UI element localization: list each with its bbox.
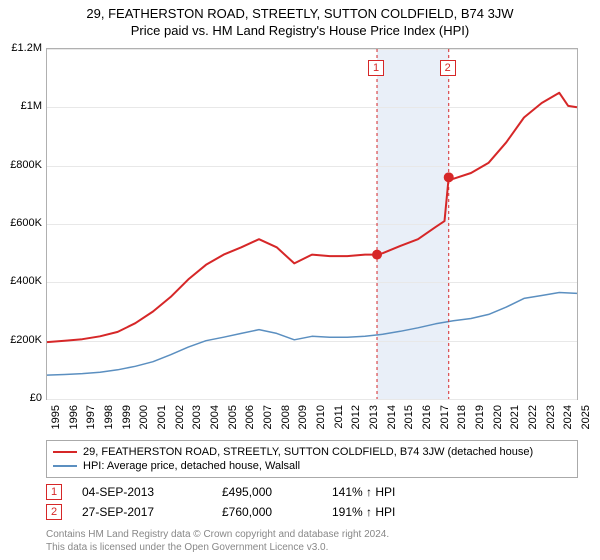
xtick-label: 2000 bbox=[138, 405, 150, 429]
legend-row: HPI: Average price, detached house, Wals… bbox=[53, 459, 571, 473]
legend-swatch-series1 bbox=[53, 451, 77, 453]
xtick-label: 2011 bbox=[333, 405, 345, 429]
xtick-label: 1999 bbox=[121, 405, 133, 429]
xtick-label: 2020 bbox=[492, 405, 504, 429]
xtick-label: 2018 bbox=[456, 405, 468, 429]
footer: Contains HM Land Registry data © Crown c… bbox=[46, 528, 389, 554]
ytick-label: £800K bbox=[10, 159, 42, 171]
sale-price: £760,000 bbox=[222, 505, 312, 519]
xtick-label: 2019 bbox=[474, 405, 486, 429]
xtick-label: 1995 bbox=[50, 405, 62, 429]
xtick-label: 2003 bbox=[191, 405, 203, 429]
footer-line: This data is licensed under the Open Gov… bbox=[46, 541, 389, 554]
sale-marker-icon: 2 bbox=[440, 60, 456, 76]
ytick-label: £1.2M bbox=[11, 42, 42, 54]
sale-row: 1 04-SEP-2013 £495,000 141% ↑ HPI bbox=[46, 482, 578, 502]
ytick-label: £200K bbox=[10, 334, 42, 346]
chart-title: 29, FEATHERSTON ROAD, STREETLY, SUTTON C… bbox=[0, 0, 600, 21]
sale-date: 27-SEP-2017 bbox=[82, 505, 202, 519]
ytick-label: £1M bbox=[21, 100, 42, 112]
sale-hpi: 141% ↑ HPI bbox=[332, 485, 395, 499]
ytick-label: £400K bbox=[10, 275, 42, 287]
sale-marker-icon: 1 bbox=[368, 60, 384, 76]
xtick-label: 2006 bbox=[244, 405, 256, 429]
chart-wrapper: 29, FEATHERSTON ROAD, STREETLY, SUTTON C… bbox=[0, 0, 600, 560]
sale-hpi: 191% ↑ HPI bbox=[332, 505, 395, 519]
sale-marker-icon: 1 bbox=[46, 484, 62, 500]
xtick-label: 2001 bbox=[156, 405, 168, 429]
xtick-label: 1998 bbox=[103, 405, 115, 429]
ytick-label: £0 bbox=[30, 392, 42, 404]
xtick-label: 2012 bbox=[350, 405, 362, 429]
sale-date: 04-SEP-2013 bbox=[82, 485, 202, 499]
xtick-label: 2016 bbox=[421, 405, 433, 429]
ytick-label: £600K bbox=[10, 217, 42, 229]
xtick-label: 2007 bbox=[262, 405, 274, 429]
xtick-label: 2022 bbox=[527, 405, 539, 429]
sales-table: 1 04-SEP-2013 £495,000 141% ↑ HPI 2 27-S… bbox=[46, 482, 578, 522]
legend-row: 29, FEATHERSTON ROAD, STREETLY, SUTTON C… bbox=[53, 445, 571, 459]
xtick-label: 2021 bbox=[509, 405, 521, 429]
xtick-label: 2010 bbox=[315, 405, 327, 429]
chart-plot-area bbox=[46, 48, 578, 400]
xtick-label: 2002 bbox=[174, 405, 186, 429]
xtick-label: 2025 bbox=[580, 405, 592, 429]
xtick-label: 2008 bbox=[280, 405, 292, 429]
xtick-label: 2009 bbox=[297, 405, 309, 429]
sale-price: £495,000 bbox=[222, 485, 312, 499]
chart-subtitle: Price paid vs. HM Land Registry's House … bbox=[0, 21, 600, 38]
xtick-label: 2017 bbox=[439, 405, 451, 429]
footer-line: Contains HM Land Registry data © Crown c… bbox=[46, 528, 389, 541]
legend-swatch-series2 bbox=[53, 465, 77, 467]
xtick-label: 2004 bbox=[209, 405, 221, 429]
xtick-label: 2024 bbox=[562, 405, 574, 429]
legend-label: HPI: Average price, detached house, Wals… bbox=[83, 460, 300, 472]
sale-marker-icon: 2 bbox=[46, 504, 62, 520]
sale-row: 2 27-SEP-2017 £760,000 191% ↑ HPI bbox=[46, 502, 578, 522]
legend: 29, FEATHERSTON ROAD, STREETLY, SUTTON C… bbox=[46, 440, 578, 478]
xtick-label: 1996 bbox=[68, 405, 80, 429]
xtick-label: 2005 bbox=[227, 405, 239, 429]
legend-label: 29, FEATHERSTON ROAD, STREETLY, SUTTON C… bbox=[83, 446, 533, 458]
xtick-label: 2015 bbox=[403, 405, 415, 429]
xtick-label: 2023 bbox=[545, 405, 557, 429]
xtick-label: 2013 bbox=[368, 405, 380, 429]
xtick-label: 1997 bbox=[85, 405, 97, 429]
xtick-label: 2014 bbox=[386, 405, 398, 429]
